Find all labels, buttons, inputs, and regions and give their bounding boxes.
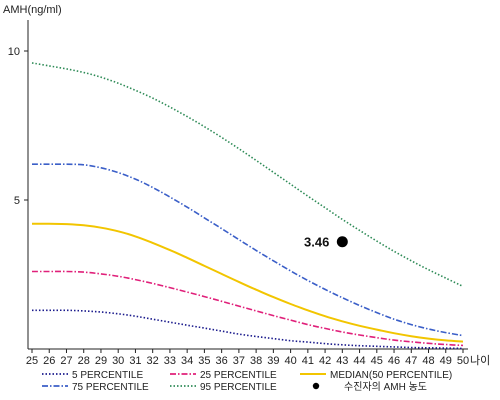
x-tick-label: 40 [284, 355, 296, 367]
x-tick-label: 39 [267, 355, 279, 367]
series-line-5-percentile [32, 309, 464, 350]
y-tick-label: 10 [8, 46, 20, 58]
x-axis-title: 나이 [470, 354, 490, 367]
series-line-median-50-percentile [31, 222, 464, 343]
x-tick-label: 43 [336, 355, 348, 367]
x-tick-label: 29 [95, 355, 107, 367]
x-tick-label: 41 [302, 355, 314, 367]
x-tick-label: 46 [388, 355, 400, 367]
y-axis-title: AMH(ng/ml) [3, 4, 62, 16]
x-tick-label: 47 [405, 355, 417, 367]
x-tick-label: 30 [112, 355, 124, 367]
legend-label-5-percentile: 5 PERCENTILE [72, 370, 143, 381]
legend-swatch-patient-point [312, 382, 320, 390]
x-tick-label: 32 [147, 355, 159, 367]
legend-label-patient-point: 수진자의 AMH 농도 [344, 381, 427, 393]
x-tick-label: 35 [198, 355, 210, 367]
series-line-95-percentile [31, 62, 464, 288]
legend-label-25-percentile: 25 PERCENTILE [200, 370, 277, 381]
x-tick-label: 48 [422, 355, 434, 367]
x-tick-label: 49 [440, 355, 452, 367]
legend-label-median-50-percentile: MEDIAN(50 PERCENTILE) [330, 370, 452, 381]
x-tick-label: 45 [371, 355, 383, 367]
x-tick-label: 50 [457, 355, 469, 367]
patient-amh-point [336, 236, 348, 248]
series-line-75-percentile [31, 163, 464, 337]
x-tick-label: 36 [216, 355, 228, 367]
y-tick-label: 5 [14, 195, 20, 207]
chart-legend: 5 PERCENTILE 25 PERCENTILE MEDIAN(50 PERCE… [42, 370, 452, 393]
x-tick-label: 33 [164, 355, 176, 367]
x-tick-label: 37 [233, 355, 245, 367]
y-axis-ticks: 5 10 [8, 46, 28, 207]
legend-label-95-percentile: 95 PERCENTILE [200, 382, 277, 393]
x-tick-label: 38 [250, 355, 262, 367]
legend-label-75-percentile: 75 PERCENTILE [72, 382, 149, 393]
series-lines [31, 62, 464, 350]
x-tick-label: 44 [353, 355, 365, 367]
x-tick-label: 31 [129, 355, 141, 367]
x-tick-label: 25 [26, 355, 38, 367]
x-tick-label: 34 [181, 355, 193, 367]
x-tick-label: 27 [60, 355, 72, 367]
x-tick-label: 26 [43, 355, 55, 367]
x-axis-ticks: 25 26 27 28 29 30 31 32 33 34 35 36 37 38 39 40 41 42 43 44… [26, 349, 469, 367]
series-line-25-percentile [31, 270, 464, 347]
patient-point-group: 3.46 [304, 235, 348, 250]
patient-amh-value-label: 3.46 [304, 235, 329, 250]
x-tick-label: 42 [319, 355, 331, 367]
x-tick-label: 28 [78, 355, 90, 367]
chart-axes [27, 20, 468, 350]
